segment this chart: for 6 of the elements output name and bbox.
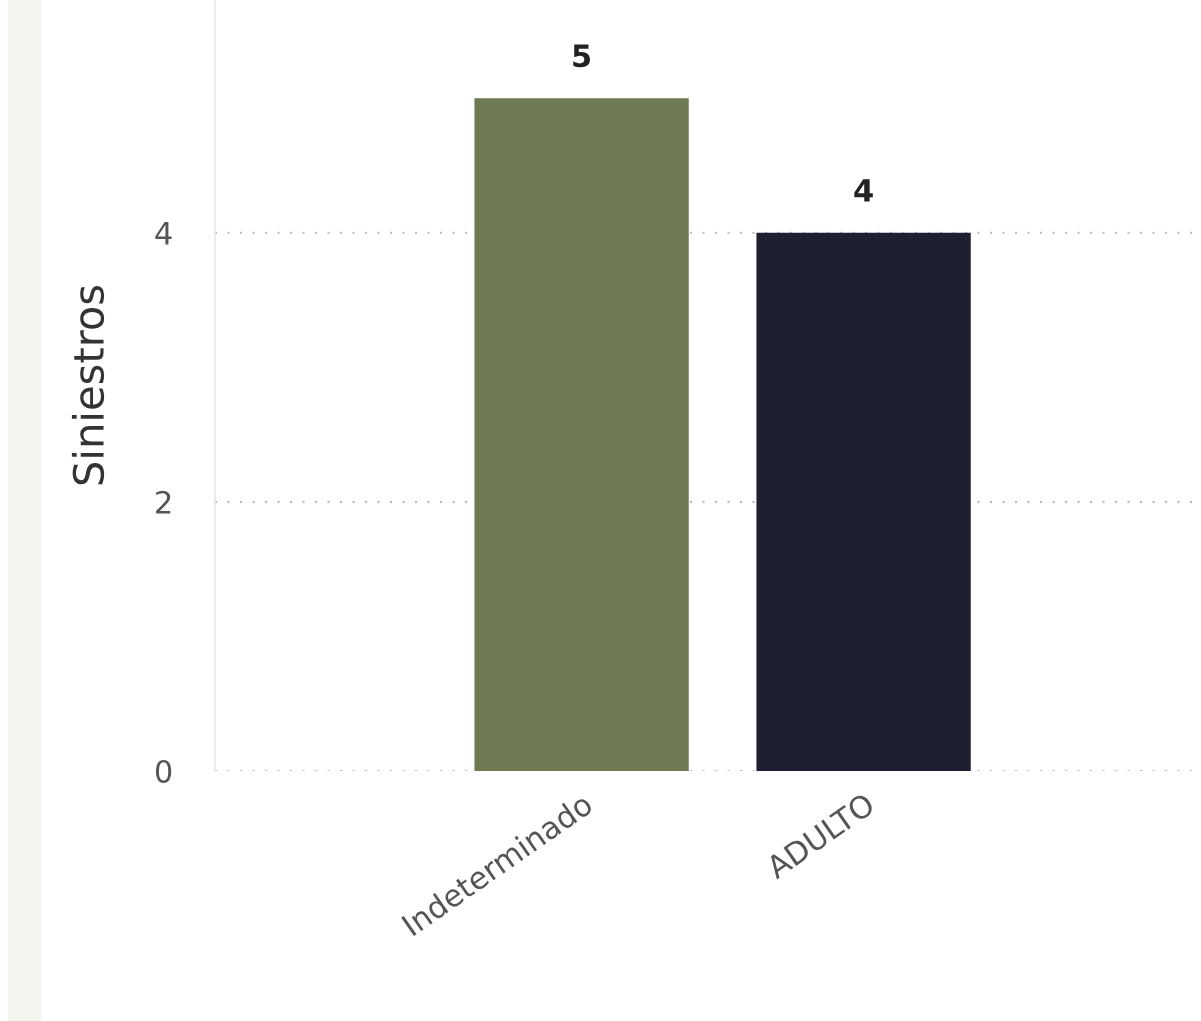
- data-label: 4: [854, 179, 873, 202]
- y-tick-label: 2: [156, 490, 171, 514]
- y-axis-title: Siniestros: [71, 285, 105, 485]
- data-label: 5: [573, 44, 591, 68]
- y-tick-label: 0: [155, 759, 172, 783]
- y-tick-label: 4: [155, 222, 172, 245]
